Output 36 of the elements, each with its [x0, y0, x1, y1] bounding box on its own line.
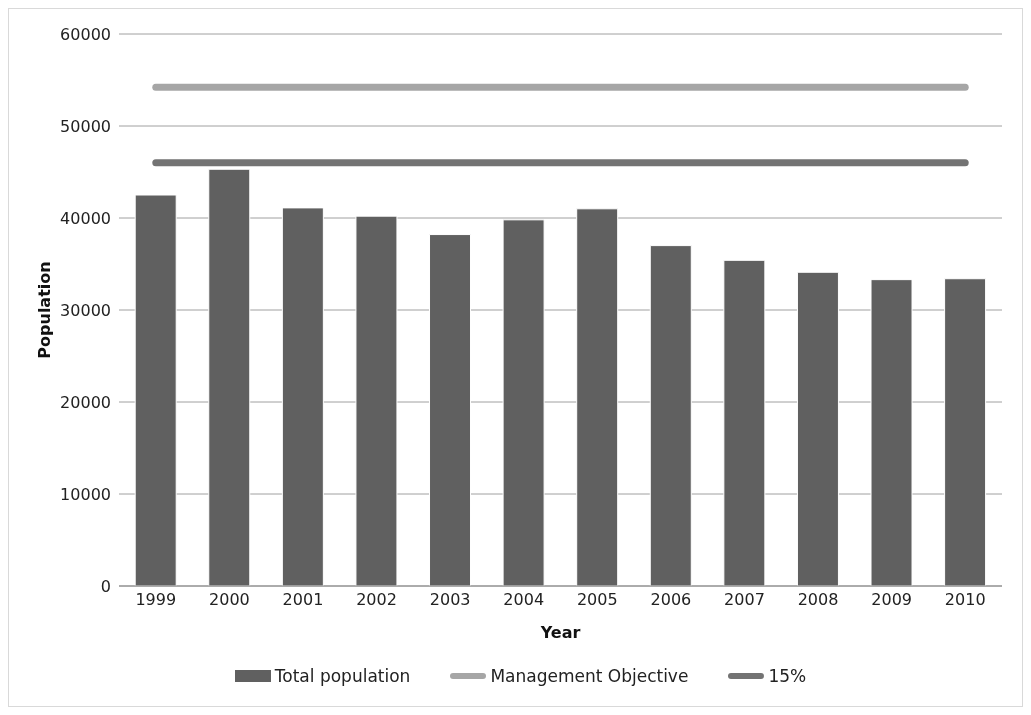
- y-tick-label: 0: [100, 576, 111, 596]
- bar: [870, 279, 913, 586]
- y-tick-label: 40000: [60, 208, 111, 228]
- x-tick-label: 2009: [871, 590, 912, 610]
- x-tick-label: 2008: [797, 590, 839, 610]
- bar: [355, 215, 398, 586]
- bar: [208, 168, 251, 586]
- bar: [649, 245, 692, 586]
- bar: [723, 259, 766, 586]
- bar: [944, 278, 987, 586]
- x-tick-label: 1999: [135, 590, 177, 610]
- x-tick-label: 2002: [356, 590, 397, 610]
- y-tick-label: 10000: [60, 484, 111, 504]
- bar: [796, 271, 839, 586]
- x-tick-label: 2000: [209, 590, 250, 610]
- legend-label: Management Objective: [490, 666, 689, 686]
- y-tick-label: 30000: [60, 300, 111, 320]
- legend-label: Total population: [274, 666, 411, 686]
- y-tick-label: 20000: [60, 392, 111, 412]
- y-axis-title: Population: [34, 261, 54, 359]
- x-axis-title: Year: [539, 623, 581, 642]
- x-tick-label: 2005: [576, 590, 618, 610]
- bar: [429, 234, 472, 586]
- x-tick-label: 2001: [282, 590, 324, 610]
- legend-label: 15%: [768, 666, 807, 686]
- x-tick-label: 2007: [724, 590, 765, 610]
- x-tick-label: 2010: [944, 590, 986, 610]
- y-tick-label: 50000: [60, 116, 111, 136]
- x-tick-label: 2006: [650, 590, 692, 610]
- bar: [576, 208, 619, 586]
- bar: [281, 207, 324, 586]
- x-tick-label: 2003: [429, 590, 471, 610]
- x-tick-label: 2004: [503, 590, 545, 610]
- y-tick-label: 60000: [60, 24, 111, 44]
- bar: [502, 219, 545, 586]
- bar: [134, 194, 177, 586]
